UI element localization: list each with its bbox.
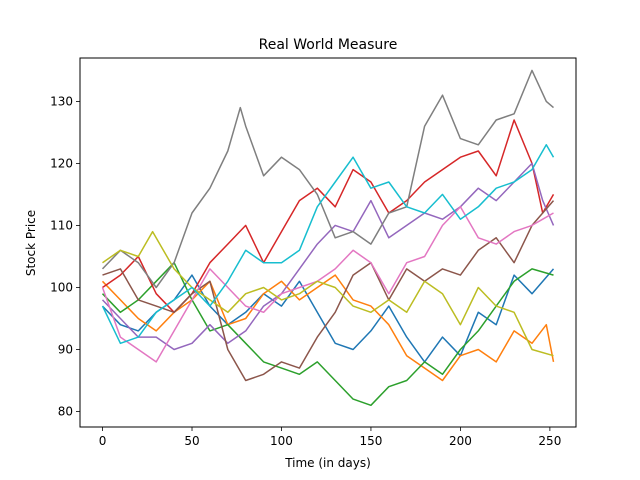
y-axis-label: Stock Price: [24, 210, 38, 276]
chart-title: Real World Measure: [259, 37, 398, 53]
y-tick-label: 90: [58, 342, 73, 356]
x-tick-label: 250: [538, 434, 561, 448]
x-tick-label: 0: [99, 434, 107, 448]
series-line-1: [101, 268, 555, 363]
series-line-9: [102, 230, 554, 357]
x-tick-label: 200: [449, 434, 472, 448]
y-tick-label: 100: [50, 280, 73, 294]
x-axis-label: Time (in days): [284, 456, 371, 470]
y-tick-label: 120: [50, 156, 73, 170]
series-line-7: [101, 206, 554, 363]
x-axis-ticks: 0 50 100 150 200 250: [99, 427, 561, 448]
y-tick-label: 110: [50, 218, 73, 232]
axes-frame: [79, 57, 577, 428]
series-line-2: [101, 274, 555, 382]
x-tick-label: 50: [184, 434, 199, 448]
series-line-10: [101, 144, 555, 345]
y-axis-ticks: 80 90 100 110 120 130: [50, 94, 80, 418]
plot-lines: [101, 69, 555, 407]
series-line-5: [101, 162, 555, 351]
x-tick-label: 100: [270, 434, 293, 448]
series-line-8: [101, 69, 554, 289]
y-tick-label: 130: [50, 94, 73, 108]
series-line-3: [101, 261, 554, 407]
x-tick-label: 150: [359, 434, 382, 448]
y-tick-label: 80: [58, 404, 73, 418]
